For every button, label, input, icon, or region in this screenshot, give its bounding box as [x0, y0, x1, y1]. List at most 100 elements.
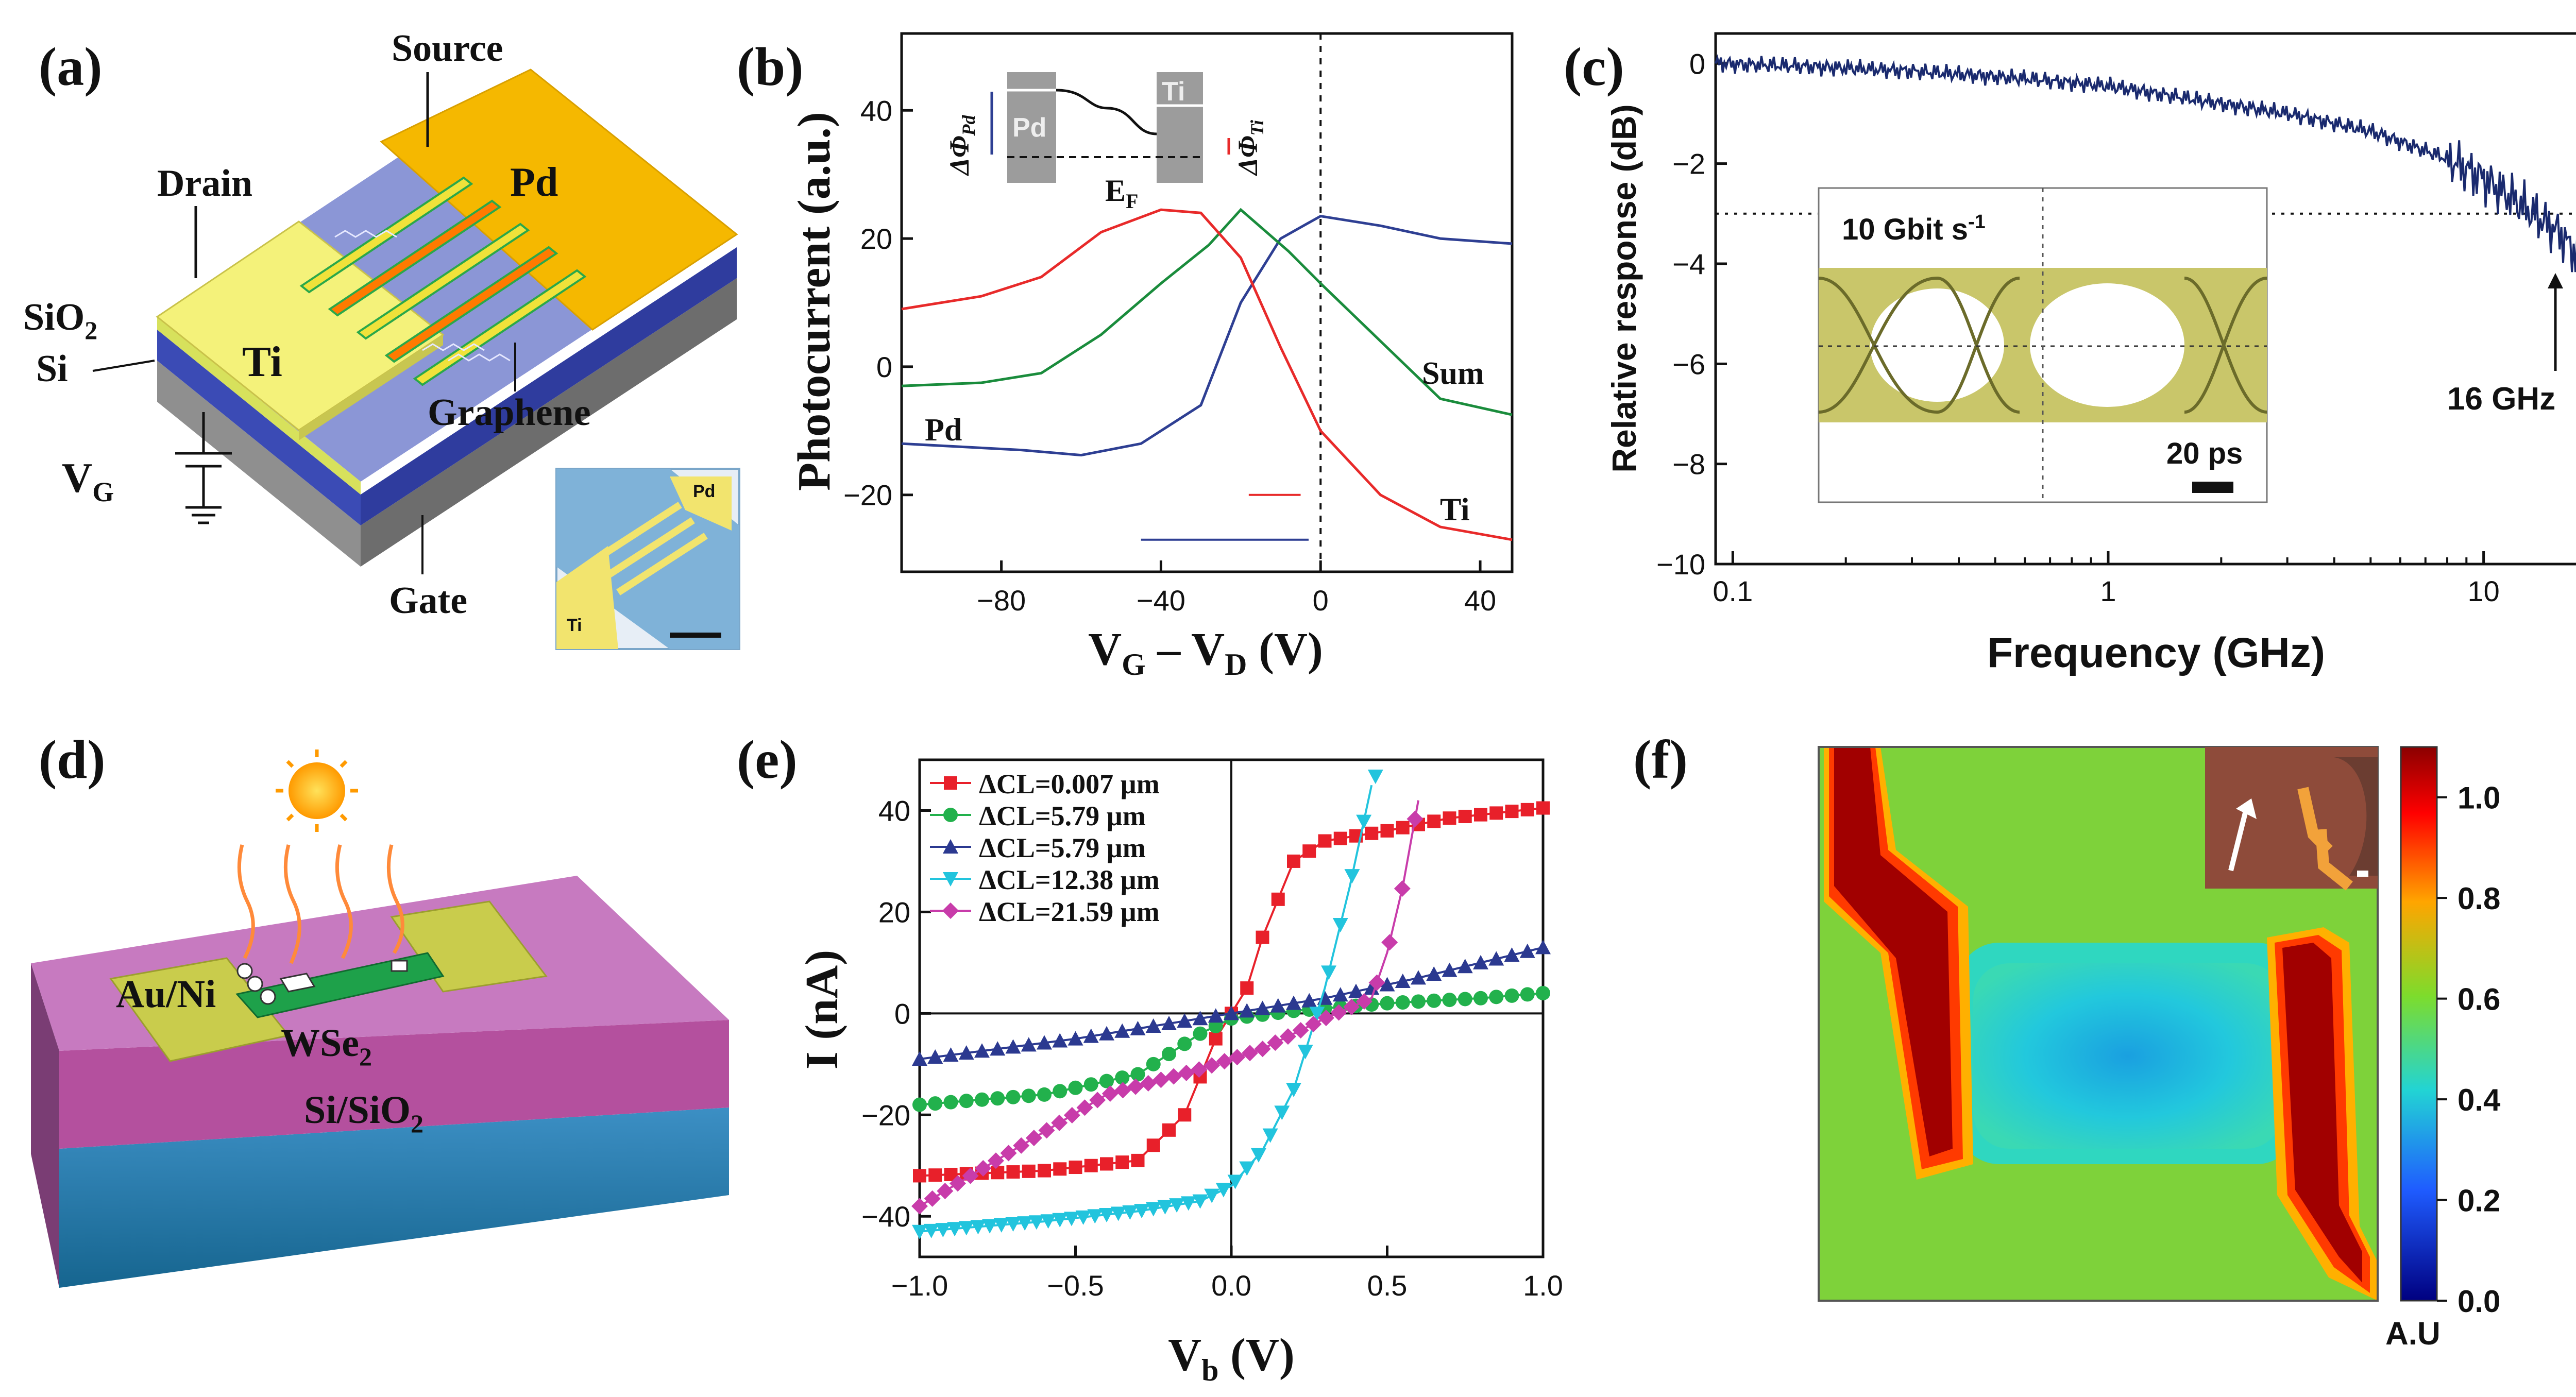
- e-data-point: [1302, 844, 1316, 858]
- panel-f-label: (f): [1633, 729, 1688, 790]
- e-data-point: [1364, 980, 1380, 995]
- e-data-point: [1067, 1031, 1083, 1046]
- e-data-point: [1192, 1194, 1208, 1209]
- interdigitated-fingers: [299, 176, 587, 386]
- e-data-point: [1177, 1013, 1193, 1028]
- b-x-tick-label: 0: [1313, 584, 1329, 617]
- e-data-point: [1520, 987, 1535, 1002]
- e-data-point: [1396, 821, 1410, 834]
- au-ni-label: Au/Ni: [116, 973, 216, 1016]
- e-data-point: [1153, 1071, 1170, 1088]
- e-data-point: [982, 1219, 998, 1234]
- gate-label: Gate: [389, 580, 467, 622]
- e-data-point: [990, 1041, 1006, 1056]
- e-data-point: [947, 1222, 963, 1237]
- e-data-point: [1114, 1082, 1131, 1099]
- band-diagram-inset: Pd Ti EF ΔΦPd ΔΦTi: [944, 72, 1267, 213]
- e-data-point: [935, 1223, 951, 1238]
- b-y-tick-label: 20: [860, 223, 892, 255]
- e-data-point: [1473, 955, 1488, 969]
- si-substrate: [59, 1108, 729, 1288]
- panel-b-frame: [900, 32, 1514, 573]
- e-data-point: [993, 1218, 1009, 1233]
- e-data-point: [1330, 1004, 1347, 1021]
- e-data-point: [1411, 994, 1426, 1009]
- e-data-point: [975, 1092, 989, 1107]
- e-data-point: [1006, 1165, 1020, 1179]
- e-data-point: [1301, 993, 1317, 1008]
- e-data-point: [1365, 826, 1379, 840]
- e-data-point: [1087, 1209, 1103, 1224]
- e-data-point: [1100, 1157, 1113, 1171]
- e-data-point: [1006, 1089, 1021, 1104]
- e-data-point: [1145, 1202, 1161, 1217]
- e-data-point: [1256, 930, 1269, 944]
- e-data-point: [1052, 1033, 1068, 1048]
- c-y-tick-label: −8: [1672, 448, 1705, 481]
- right-electrode-hotspot: [2267, 927, 2378, 1301]
- e-data-point: [1110, 1206, 1126, 1221]
- legend-label: ΔCL=5.79 µm: [979, 800, 1146, 831]
- e-data-point: [1013, 1137, 1030, 1154]
- e-data-point: [1021, 1037, 1037, 1052]
- e-data-point: [937, 1183, 954, 1200]
- si-label: Si: [36, 348, 68, 390]
- e-data-point: [923, 1223, 939, 1238]
- e-data-point: [1505, 805, 1519, 819]
- e-data-point: [1038, 1164, 1051, 1178]
- e-data-point: [912, 1097, 927, 1112]
- e-data-point: [924, 1190, 941, 1207]
- e-data-point: [1427, 814, 1441, 828]
- e-data-point: [1442, 993, 1457, 1008]
- panel-f: (f): [1633, 729, 2501, 1352]
- panel-e-x-axis-label: Vb (V): [1168, 1330, 1295, 1387]
- c-x-tick-label: 10: [2468, 575, 2500, 607]
- e-data-point: [1134, 1204, 1150, 1219]
- e-data-point: [990, 1091, 1005, 1106]
- panel-d: (d) Au/Ni WSe2 Si: [31, 729, 729, 1288]
- e-data-point: [1520, 803, 1534, 816]
- e-data-point: [962, 1167, 979, 1184]
- graphene-label: Graphene: [428, 391, 591, 434]
- e-data-point: [1099, 1026, 1114, 1041]
- e-data-point: [1216, 1053, 1233, 1070]
- b-series-sum: [901, 208, 1513, 416]
- e-data-point: [1115, 1070, 1130, 1085]
- b-annotation-pd: Pd: [925, 413, 962, 448]
- e-data-point: [1084, 1159, 1098, 1172]
- e-data-point: [1022, 1164, 1036, 1178]
- colorbar-label: A.U: [2385, 1316, 2441, 1352]
- e-data-point: [1274, 1105, 1290, 1120]
- e-data-point: [1162, 1123, 1176, 1137]
- colorbar-tick-label: 1.0: [2458, 781, 2500, 815]
- e-data-point: [974, 1043, 990, 1058]
- b-series-pd: [901, 214, 1513, 457]
- c-x-tick-label: 1: [2100, 575, 2116, 607]
- e-data-point: [1262, 1128, 1278, 1143]
- cutoff-annotation: 16 GHz: [2447, 381, 2555, 417]
- e-data-point: [1037, 1087, 1052, 1102]
- colorbar-tick-label: 0.6: [2458, 982, 2500, 1017]
- eye-scale-label: 20 ps: [2166, 437, 2243, 470]
- delta-phi-pd-label: ΔΦPd: [944, 115, 979, 176]
- e-data-point: [1287, 854, 1300, 868]
- e-data-point: [927, 1049, 943, 1064]
- e-data-point: [1443, 811, 1456, 825]
- e-data-point: [1348, 983, 1364, 998]
- e-data-point: [1318, 834, 1332, 848]
- e-data-point: [1239, 1161, 1255, 1176]
- b-series-ti: [901, 208, 1513, 541]
- delta-phi-ti-label: ΔΦTi: [1232, 120, 1267, 176]
- band-ti-label: Ti: [1162, 77, 1185, 107]
- pd-label: Pd: [510, 160, 558, 205]
- e-data-point: [913, 1169, 926, 1183]
- e-data-point: [1000, 1145, 1017, 1162]
- e-data-point: [1504, 947, 1520, 962]
- e-data-point: [1193, 1026, 1208, 1041]
- si-sio2-label: Si/SiO2: [304, 1088, 423, 1138]
- e-data-point: [1504, 988, 1519, 1003]
- e-series-4: [911, 800, 1423, 1215]
- e-data-point: [943, 1047, 959, 1062]
- heatmap: [1818, 746, 2379, 1302]
- e-data-point: [1089, 1092, 1106, 1109]
